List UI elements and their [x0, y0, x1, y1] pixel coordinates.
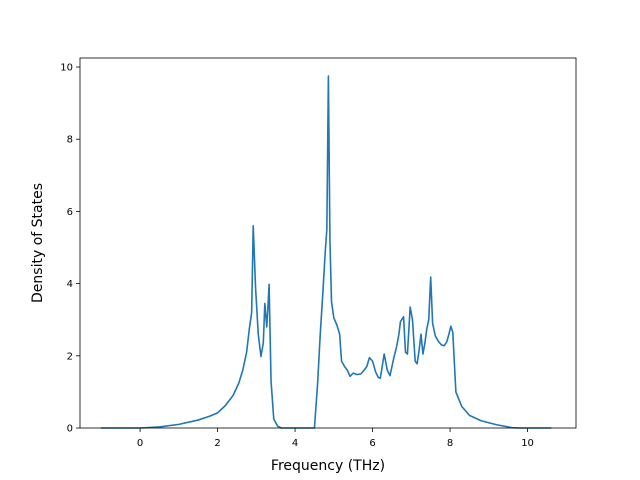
y-tick-label: 6: [67, 207, 73, 218]
x-axis-title: Frequency (THz): [271, 458, 385, 474]
x-tick-label: 2: [214, 438, 220, 449]
y-tick-label: 4: [67, 279, 73, 290]
y-tick-label: 2: [67, 351, 73, 362]
plot-frame: [79, 57, 577, 429]
y-tick-label: 8: [67, 135, 73, 146]
ticks: 0 2 4 6 8 10 0 2 4 6 8 10: [60, 63, 534, 449]
y-axis-title: Density of States: [30, 183, 46, 303]
x-tick-label: 4: [292, 438, 298, 449]
x-tick-label: 8: [447, 438, 453, 449]
x-tick-label: 0: [137, 438, 143, 449]
y-tick-label: 10: [60, 63, 73, 74]
x-tick-label: 6: [369, 438, 375, 449]
series-line: [100, 75, 552, 429]
y-tick-label: 0: [67, 424, 73, 435]
x-tick-label: 10: [521, 438, 534, 449]
